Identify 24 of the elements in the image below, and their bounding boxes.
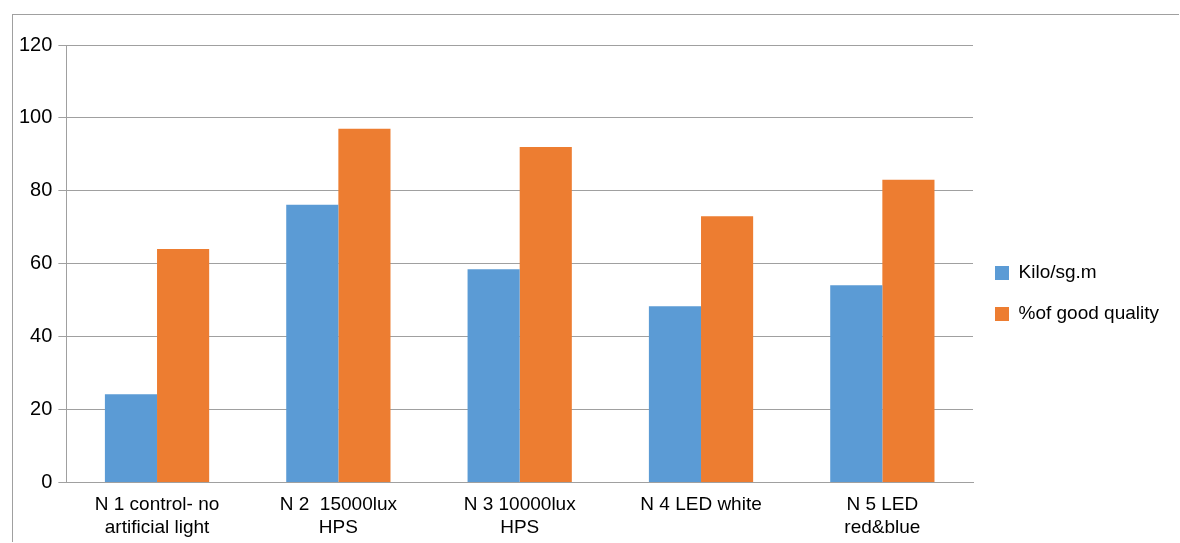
y-tick-label: 100 (18, 105, 53, 128)
y-tick-label: 80 (30, 178, 53, 201)
bar (104, 394, 158, 482)
bar (519, 147, 572, 482)
bar (701, 216, 754, 482)
x-tick-label: N 3 10000lux HPS (463, 493, 577, 537)
bar (467, 269, 520, 482)
x-tick-label: N 1 control- no artificial light (94, 493, 220, 537)
bar (338, 128, 391, 482)
legend-label: Kilo/sg.m (1018, 261, 1097, 283)
x-tick-label: N 5 LED red&blue (844, 493, 921, 537)
bar (648, 306, 702, 482)
y-tick-label: 120 (18, 32, 53, 55)
y-tick-label: 60 (30, 251, 53, 274)
y-tick-label: 40 (30, 324, 53, 347)
bar (830, 285, 883, 482)
bar (157, 249, 210, 482)
x-tick-label: N 2 15000lux HPS (279, 493, 398, 537)
legend-label: %of good quality (1018, 302, 1160, 324)
x-tick-label: N 4 LED white (640, 493, 762, 515)
bar (882, 179, 935, 482)
y-tick-label: 0 (41, 469, 53, 492)
y-tick-label: 20 (30, 397, 53, 420)
bar (286, 204, 339, 482)
